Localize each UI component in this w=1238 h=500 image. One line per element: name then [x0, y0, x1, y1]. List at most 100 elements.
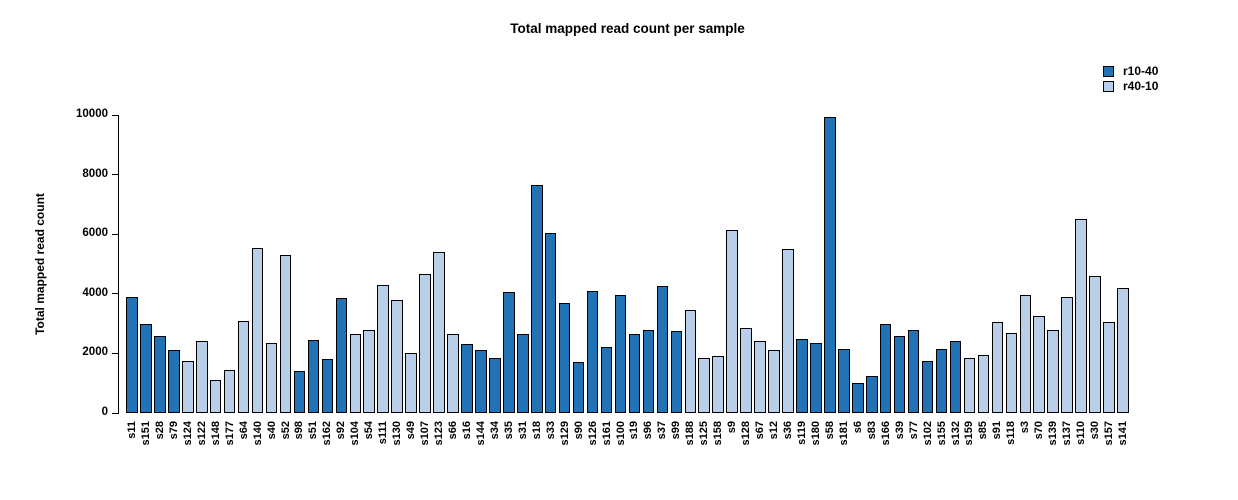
- x-label-s18: s18: [530, 421, 543, 440]
- plot-area: [125, 115, 1130, 413]
- x-label-s83: s83: [865, 421, 878, 440]
- legend-swatch-r40-10: [1103, 81, 1114, 92]
- x-label-s158: s158: [712, 421, 725, 446]
- y-tick-mark: [112, 174, 118, 176]
- bar-s99: [670, 331, 683, 413]
- bar-s64: [237, 320, 250, 413]
- x-label-s141: s141: [1117, 421, 1130, 446]
- x-label-s96: s96: [642, 421, 655, 440]
- bar-s37: [656, 286, 669, 413]
- y-tick-label: 6000: [82, 227, 108, 240]
- bar-s166: [879, 323, 892, 413]
- bar-s158: [712, 356, 724, 413]
- x-label-s39: s39: [893, 421, 906, 440]
- bar-s129: [558, 302, 571, 413]
- bar-s3: [1019, 295, 1032, 413]
- x-label-s70: s70: [1033, 421, 1046, 440]
- x-label-s188: s188: [684, 421, 697, 446]
- x-label-s77: s77: [907, 421, 920, 440]
- bar-s66: [447, 334, 459, 413]
- bar-s16: [461, 344, 473, 413]
- x-label-s157: s157: [1103, 421, 1116, 446]
- bar-s34: [489, 357, 501, 413]
- x-label-s6: s6: [851, 421, 864, 434]
- x-label-s49: s49: [405, 421, 418, 440]
- bar-s77: [907, 329, 920, 413]
- y-tick-mark: [112, 352, 118, 354]
- bar-s181: [838, 348, 850, 413]
- x-label-s144: s144: [474, 421, 487, 446]
- bar-s30: [1089, 275, 1101, 413]
- x-label-s100: s100: [614, 421, 627, 446]
- bar-s111: [377, 284, 389, 413]
- y-tick-label: 4000: [82, 286, 108, 299]
- x-label-s162: s162: [321, 421, 334, 446]
- bar-s67: [754, 341, 766, 413]
- x-label-s132: s132: [949, 421, 962, 446]
- x-label-s151: s151: [139, 421, 152, 446]
- bar-s98: [293, 371, 306, 413]
- y-tick-label: 2000: [82, 346, 108, 359]
- bar-s70: [1033, 316, 1046, 413]
- bar-s51: [307, 340, 320, 413]
- bar-s83: [865, 375, 878, 413]
- bar-s9: [726, 229, 738, 413]
- y-tick-label: 10000: [76, 108, 108, 120]
- x-label-s124: s124: [181, 421, 194, 446]
- bar-s137: [1061, 296, 1073, 413]
- x-label-s9: s9: [726, 421, 739, 434]
- legend-item-r40-10: r40-10: [1103, 79, 1158, 94]
- legend-label-r40-10: r40-10: [1123, 79, 1159, 93]
- x-label-s34: s34: [488, 421, 501, 440]
- bar-s107: [419, 274, 431, 413]
- x-label-s19: s19: [628, 421, 641, 440]
- bar-s11: [126, 296, 138, 413]
- x-label-s129: s129: [558, 421, 571, 446]
- x-label-s177: s177: [223, 421, 236, 446]
- x-label-s52: s52: [279, 421, 292, 440]
- bar-s85: [977, 354, 990, 413]
- bar-s40: [265, 342, 278, 413]
- x-label-s137: s137: [1061, 421, 1074, 446]
- bar-s104: [349, 334, 362, 413]
- x-label-s54: s54: [363, 421, 376, 440]
- bar-s123: [433, 252, 445, 413]
- bar-s130: [391, 299, 403, 413]
- x-label-s98: s98: [293, 421, 306, 440]
- bar-s128: [740, 328, 752, 413]
- x-label-s125: s125: [698, 421, 711, 446]
- x-label-s33: s33: [544, 421, 557, 440]
- bar-s100: [614, 295, 627, 413]
- x-label-s139: s139: [1047, 421, 1060, 446]
- x-label-s102: s102: [921, 421, 934, 446]
- x-label-s181: s181: [837, 421, 850, 446]
- x-label-s51: s51: [307, 421, 320, 440]
- x-label-s161: s161: [600, 421, 613, 446]
- bar-s159: [963, 357, 976, 413]
- legend-label-r10-40: r10-40: [1123, 64, 1159, 78]
- y-axis-title: Total mapped read count: [33, 193, 47, 335]
- x-label-s31: s31: [516, 421, 529, 440]
- bar-s139: [1047, 329, 1059, 413]
- bar-s18: [530, 185, 543, 413]
- bar-s54: [363, 329, 376, 413]
- x-label-s159: s159: [963, 421, 976, 446]
- x-label-s99: s99: [670, 421, 683, 440]
- bar-s91: [991, 322, 1004, 413]
- y-tick-mark: [112, 233, 118, 235]
- bar-s119: [796, 338, 808, 413]
- x-label-s122: s122: [195, 421, 208, 446]
- bar-s6: [852, 383, 864, 413]
- bar-s188: [684, 310, 697, 413]
- bar-s151: [140, 323, 152, 413]
- x-label-s79: s79: [167, 421, 180, 440]
- x-label-s11: s11: [125, 421, 138, 439]
- bar-s49: [405, 353, 417, 413]
- x-label-s118: s118: [1005, 421, 1018, 445]
- bar-s19: [628, 334, 641, 413]
- bar-s110: [1075, 219, 1087, 413]
- bar-s162: [321, 359, 334, 413]
- x-label-s58: s58: [823, 421, 836, 440]
- x-label-s130: s130: [391, 421, 404, 446]
- x-label-s128: s128: [740, 421, 753, 446]
